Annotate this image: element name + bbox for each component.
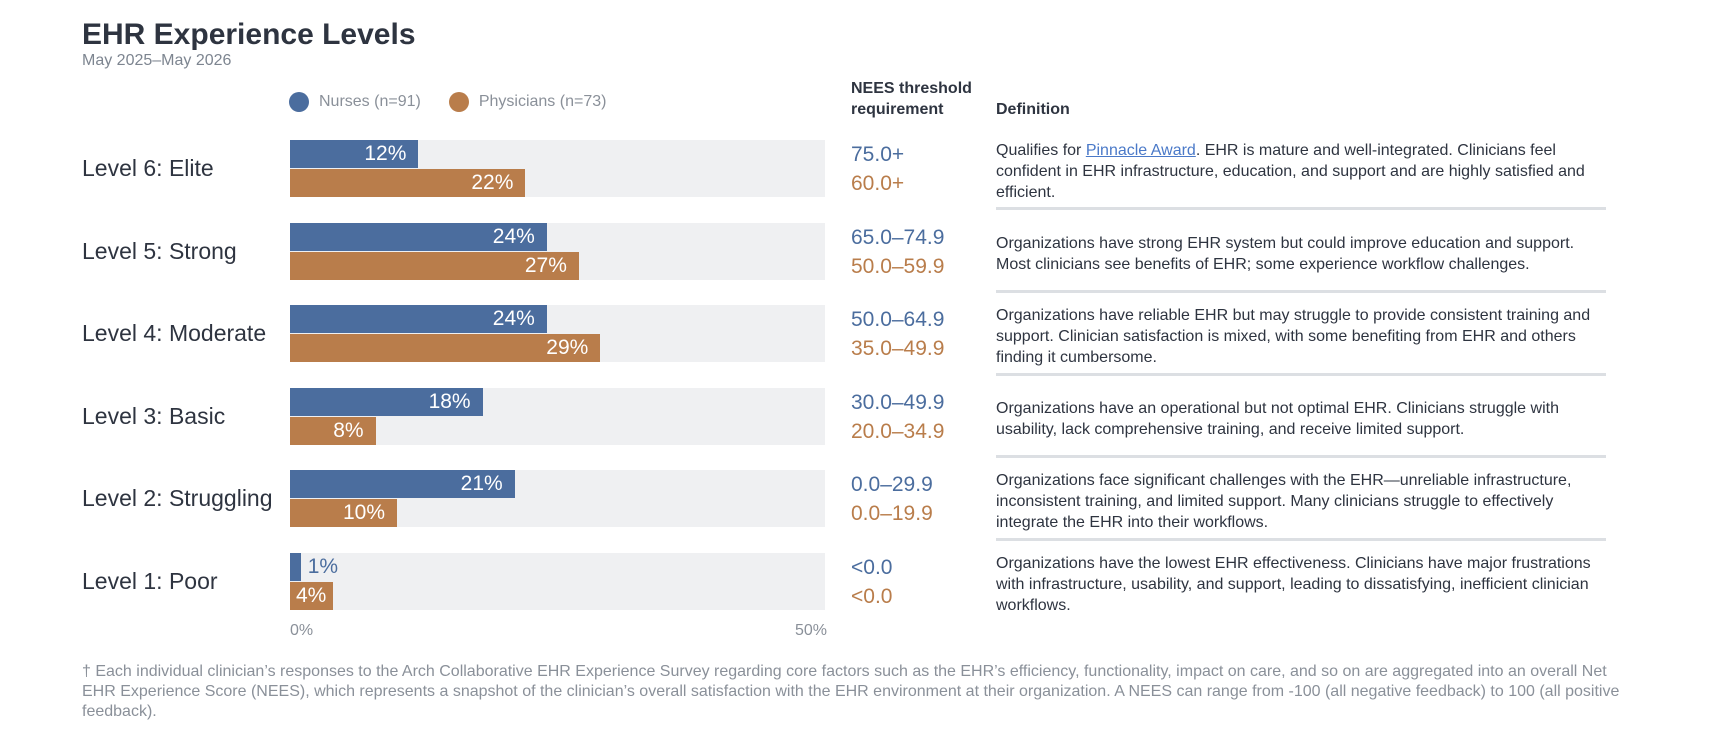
level-label: Level 3: Basic xyxy=(82,403,226,429)
bar-nurses xyxy=(290,470,515,498)
row-divider xyxy=(996,207,1606,210)
threshold-nurses: 30.0–49.9 xyxy=(851,391,945,414)
bar-physicians xyxy=(290,581,333,610)
legend-swatch-physicians xyxy=(448,92,469,112)
bar-track xyxy=(290,553,825,610)
bar-nurses xyxy=(290,553,301,581)
definition-poor: Organizations have the lowest EHR effect… xyxy=(996,555,1591,614)
x-tick-0: 0% xyxy=(290,622,314,639)
bar-label-physicians: 22% xyxy=(471,170,514,194)
definition-elite-suffix: . EHR is mature and well-integrated. Cli… xyxy=(996,142,1585,201)
bar-physicians xyxy=(290,251,579,280)
row-divider xyxy=(996,538,1606,541)
bar-label-physicians: 8% xyxy=(333,418,364,442)
legend-label-nurses: Nurses (n=91) xyxy=(319,93,421,110)
row-divider xyxy=(996,290,1606,293)
threshold-nurses: 0.0–29.9 xyxy=(851,473,933,496)
definition-strong: Organizations have strong EHR system but… xyxy=(996,235,1575,273)
legend-swatch-nurses xyxy=(289,92,309,112)
bar-physicians xyxy=(290,333,601,362)
legend-item-nurses: Nurses (n=91) xyxy=(289,92,421,112)
bar-label-nurses: 24% xyxy=(492,307,535,330)
bar-label-nurses: 18% xyxy=(428,390,471,413)
pinnacle-award-link[interactable]: Pinnacle Award xyxy=(1085,142,1196,159)
bar-nurses xyxy=(290,140,419,168)
bar-physicians xyxy=(290,498,397,527)
row-divider xyxy=(996,455,1606,458)
definition-elite: Qualifies for Pinnacle Award. EHR is mat… xyxy=(996,140,1606,203)
level-label: Level 1: Poor xyxy=(82,568,218,594)
threshold-physicians: 0.0–19.9 xyxy=(851,501,933,525)
bar-nurses xyxy=(290,388,483,416)
bar-label-physicians: 4% xyxy=(296,583,327,607)
definition-elite-prefix: Qualifies for xyxy=(996,142,1086,159)
threshold-nurses: <0.0 xyxy=(851,556,893,579)
bar-label-physicians: 10% xyxy=(342,500,385,524)
threshold-header-line1: NEES threshold xyxy=(851,80,972,97)
threshold-physicians: 20.0–34.9 xyxy=(851,419,945,443)
definition-header: Definition xyxy=(996,101,1070,118)
bar-label-nurses: 12% xyxy=(364,142,407,165)
definition-struggling: Organizations face significant challenge… xyxy=(996,472,1572,531)
threshold-header: NEES threshold requirement xyxy=(851,78,972,120)
definition-basic: Organizations have an operational but no… xyxy=(996,400,1559,438)
chart-title: EHR Experience Levels xyxy=(82,18,416,51)
threshold-nurses: 50.0–64.9 xyxy=(851,308,945,331)
threshold-physicians: 35.0–49.9 xyxy=(851,336,945,360)
bar-label-physicians: 27% xyxy=(524,253,567,277)
threshold-nurses: 75.0+ xyxy=(851,143,905,166)
bar-label-nurses: 24% xyxy=(492,225,535,248)
bar-physicians xyxy=(290,168,526,197)
level-label: Level 2: Struggling xyxy=(82,485,273,511)
legend-label-physicians: Physicians (n=73) xyxy=(478,93,607,110)
level-label: Level 5: Strong xyxy=(82,238,237,264)
threshold-physicians: 60.0+ xyxy=(851,171,905,195)
level-label: Level 6: Elite xyxy=(82,155,214,181)
threshold-header-line2: requirement xyxy=(851,101,944,118)
bar-nurses xyxy=(290,223,547,251)
bar-label-physicians: 29% xyxy=(546,335,589,359)
bar-label-nurses: 21% xyxy=(460,472,503,495)
level-label: Level 4: Moderate xyxy=(82,320,267,346)
definition-moderate: Organizations have reliable EHR but may … xyxy=(996,307,1591,366)
footnote: † Each individual clinician’s responses … xyxy=(82,663,1620,720)
legend-item-physicians: Physicians (n=73) xyxy=(448,92,607,112)
threshold-nurses: 65.0–74.9 xyxy=(851,226,945,249)
threshold-physicians: <0.0 xyxy=(851,584,893,608)
row-divider xyxy=(996,373,1606,376)
bar-nurses xyxy=(290,305,547,333)
chart-subtitle: May 2025–May 2026 xyxy=(82,52,232,69)
threshold-physicians: 50.0–59.9 xyxy=(851,254,945,278)
x-tick-50: 50% xyxy=(795,622,828,639)
bar-physicians xyxy=(290,416,376,445)
bar-label-nurses: 1% xyxy=(307,555,339,578)
legend: Nurses (n=91) Physicians (n=73) xyxy=(289,92,634,112)
